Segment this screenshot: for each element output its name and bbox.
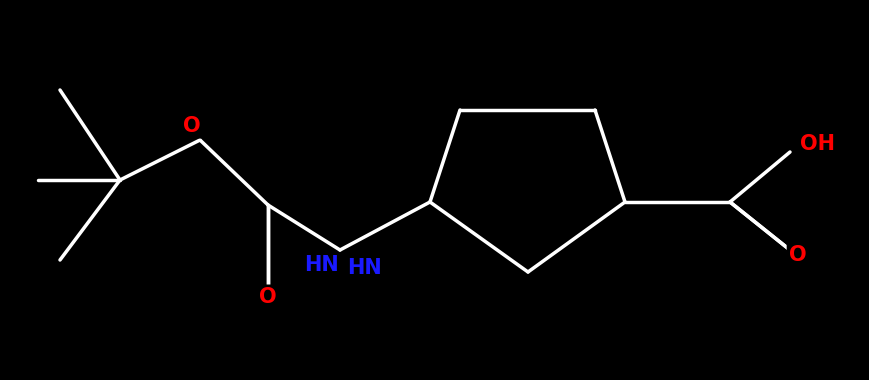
Text: O: O — [259, 287, 276, 307]
Text: HN: HN — [304, 255, 339, 275]
Text: O: O — [183, 116, 201, 136]
Text: OH: OH — [799, 134, 834, 154]
Text: HN: HN — [348, 258, 382, 278]
Text: O: O — [788, 245, 806, 265]
